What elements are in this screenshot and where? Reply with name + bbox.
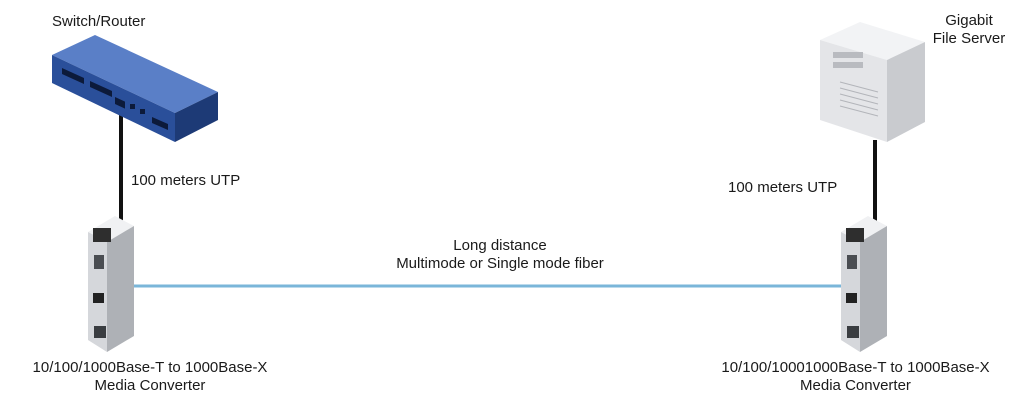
switch-router-label: Switch/Router — [52, 13, 146, 30]
fiber-label: Long distance Multimode or Single mode f… — [300, 237, 700, 273]
converter-right-label-line1: 10/100/10001000Base-T to 1000Base-X — [721, 359, 990, 376]
switch-router-icon — [52, 35, 218, 142]
fiber-label-line2: Multimode or Single mode fiber — [396, 255, 604, 272]
converter-right-label: 10/100/10001000Base-T to 1000Base-X Medi… — [693, 359, 1018, 395]
server-label-line1: Gigabit — [945, 12, 993, 29]
cable-label-left: 100 meters UTP — [131, 172, 241, 189]
converter-left-label-line1: 10/100/1000Base-T to 1000Base-X — [32, 359, 268, 376]
cable-label-right: 100 meters UTP — [728, 179, 838, 196]
fiber-label-line1: Long distance — [453, 237, 547, 254]
converter-left-label-line2: Media Converter — [94, 377, 206, 394]
server-label: Gigabit File Server — [922, 12, 1016, 48]
converter-right-label-line2: Media Converter — [800, 377, 911, 394]
server-label-line2: File Server — [932, 30, 1006, 47]
file-server-icon — [820, 22, 925, 142]
media-converter-left-icon — [88, 216, 134, 352]
media-converter-right-icon — [841, 216, 887, 352]
converter-left-label: 10/100/1000Base-T to 1000Base-X Media Co… — [5, 359, 295, 395]
